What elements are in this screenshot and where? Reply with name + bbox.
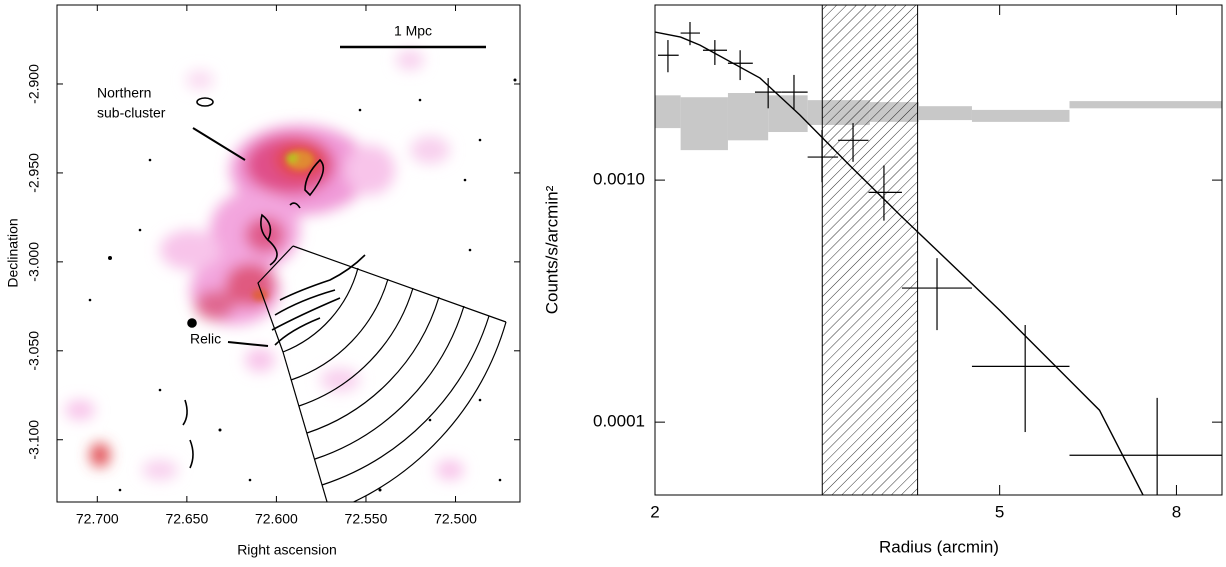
x-tick-label: 72.700 [76,511,119,527]
x-tick-label: 5 [995,502,1004,521]
y-tick-label: -2.950 [26,153,42,193]
background-band [918,106,972,121]
background-band [680,97,728,151]
y-tick-label: -3.000 [26,242,42,282]
annotation: 1 Mpc [394,23,432,39]
y-tick-label: 0.0001 [593,412,645,431]
pointer [227,341,269,347]
plot-frame [56,4,521,503]
x-axis-title: Right ascension [237,542,337,558]
annotation: sub-cluster [97,105,166,121]
pointer [192,127,246,161]
xray-image [65,50,517,502]
background-band [655,95,681,129]
plot-frame [654,4,1223,496]
y-tick-label: 0.0010 [593,170,645,189]
y-tick-label: -3.100 [26,420,42,460]
background-band [727,93,769,141]
y-tick-label: -2.900 [26,64,42,104]
y-tick-label: -3.050 [26,331,42,371]
model-curve [655,31,1144,495]
x-tick-label: 72.500 [434,511,477,527]
x-tick-label: 72.600 [255,511,298,527]
x-tick-label: 2 [650,502,659,521]
annotation: Relic [190,331,221,347]
x-tick-label: 8 [1172,502,1181,521]
background-band [971,109,1070,122]
excluded-region [821,5,919,495]
x-tick-label: 72.650 [165,511,208,527]
y-axis-title: Counts/s/arcmin² [542,185,561,314]
annotation: Northern [97,85,151,101]
plot-area [655,5,1222,495]
x-axis-title: Radius (arcmin) [879,537,999,556]
y-axis-title: Declination [5,218,21,287]
x-tick-label: 72.550 [345,511,388,527]
background-band [1069,101,1222,109]
background-band [768,95,808,133]
